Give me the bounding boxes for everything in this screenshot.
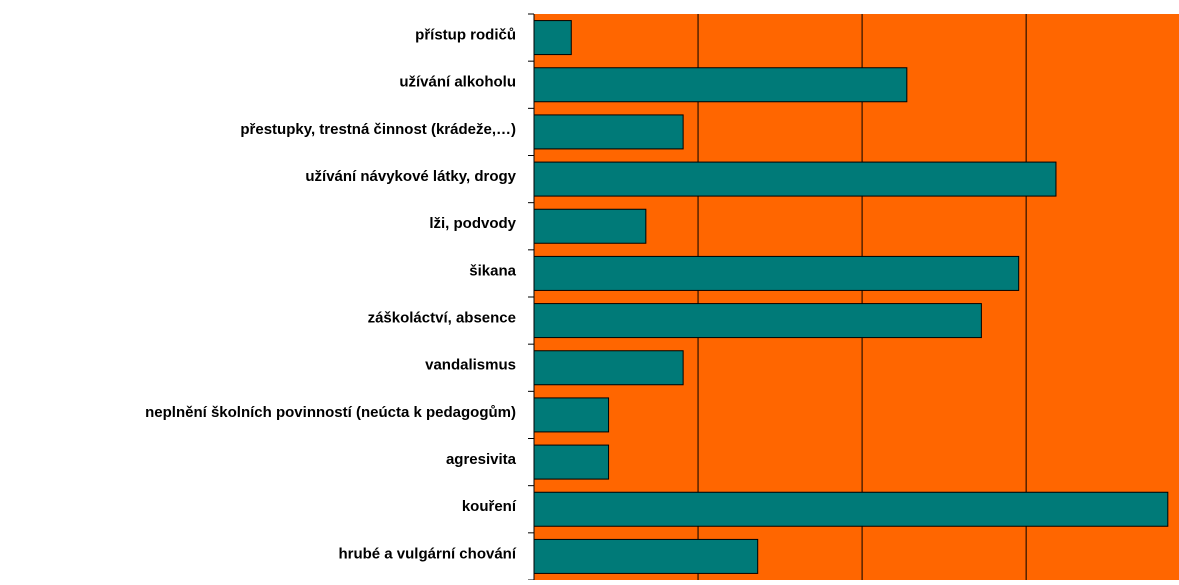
bar <box>533 114 684 150</box>
y-tick-label: agresivita <box>446 451 517 468</box>
bar <box>533 161 1057 197</box>
y-tick-label: přístup rodičů <box>415 27 516 44</box>
bar <box>533 444 610 480</box>
bar <box>533 350 684 386</box>
plot-area <box>534 14 1179 580</box>
bar <box>533 303 982 339</box>
y-tick-label: přestupky, trestná činnost (krádeže,…) <box>240 121 516 138</box>
y-tick-label: šikana <box>469 262 516 279</box>
bar <box>533 491 1169 527</box>
y-tick-label: hrubé a vulgární chování <box>338 545 516 562</box>
y-tick-label: neplnění školních povinností (neúcta k p… <box>145 404 516 421</box>
y-tick-label: lži, podvody <box>429 215 516 232</box>
y-tick-label: záškoláctví, absence <box>368 310 516 327</box>
bar <box>533 255 1020 291</box>
bar <box>533 538 759 574</box>
y-tick-label: vandalismus <box>425 357 516 374</box>
y-tick-label: kouření <box>462 498 517 515</box>
y-tick-label: užívání alkoholu <box>399 74 516 91</box>
y-tick-label: užívání návykové látky, drogy <box>305 168 516 185</box>
bar <box>533 208 647 244</box>
bar <box>533 67 908 103</box>
bar <box>533 397 610 433</box>
bar <box>533 20 572 56</box>
